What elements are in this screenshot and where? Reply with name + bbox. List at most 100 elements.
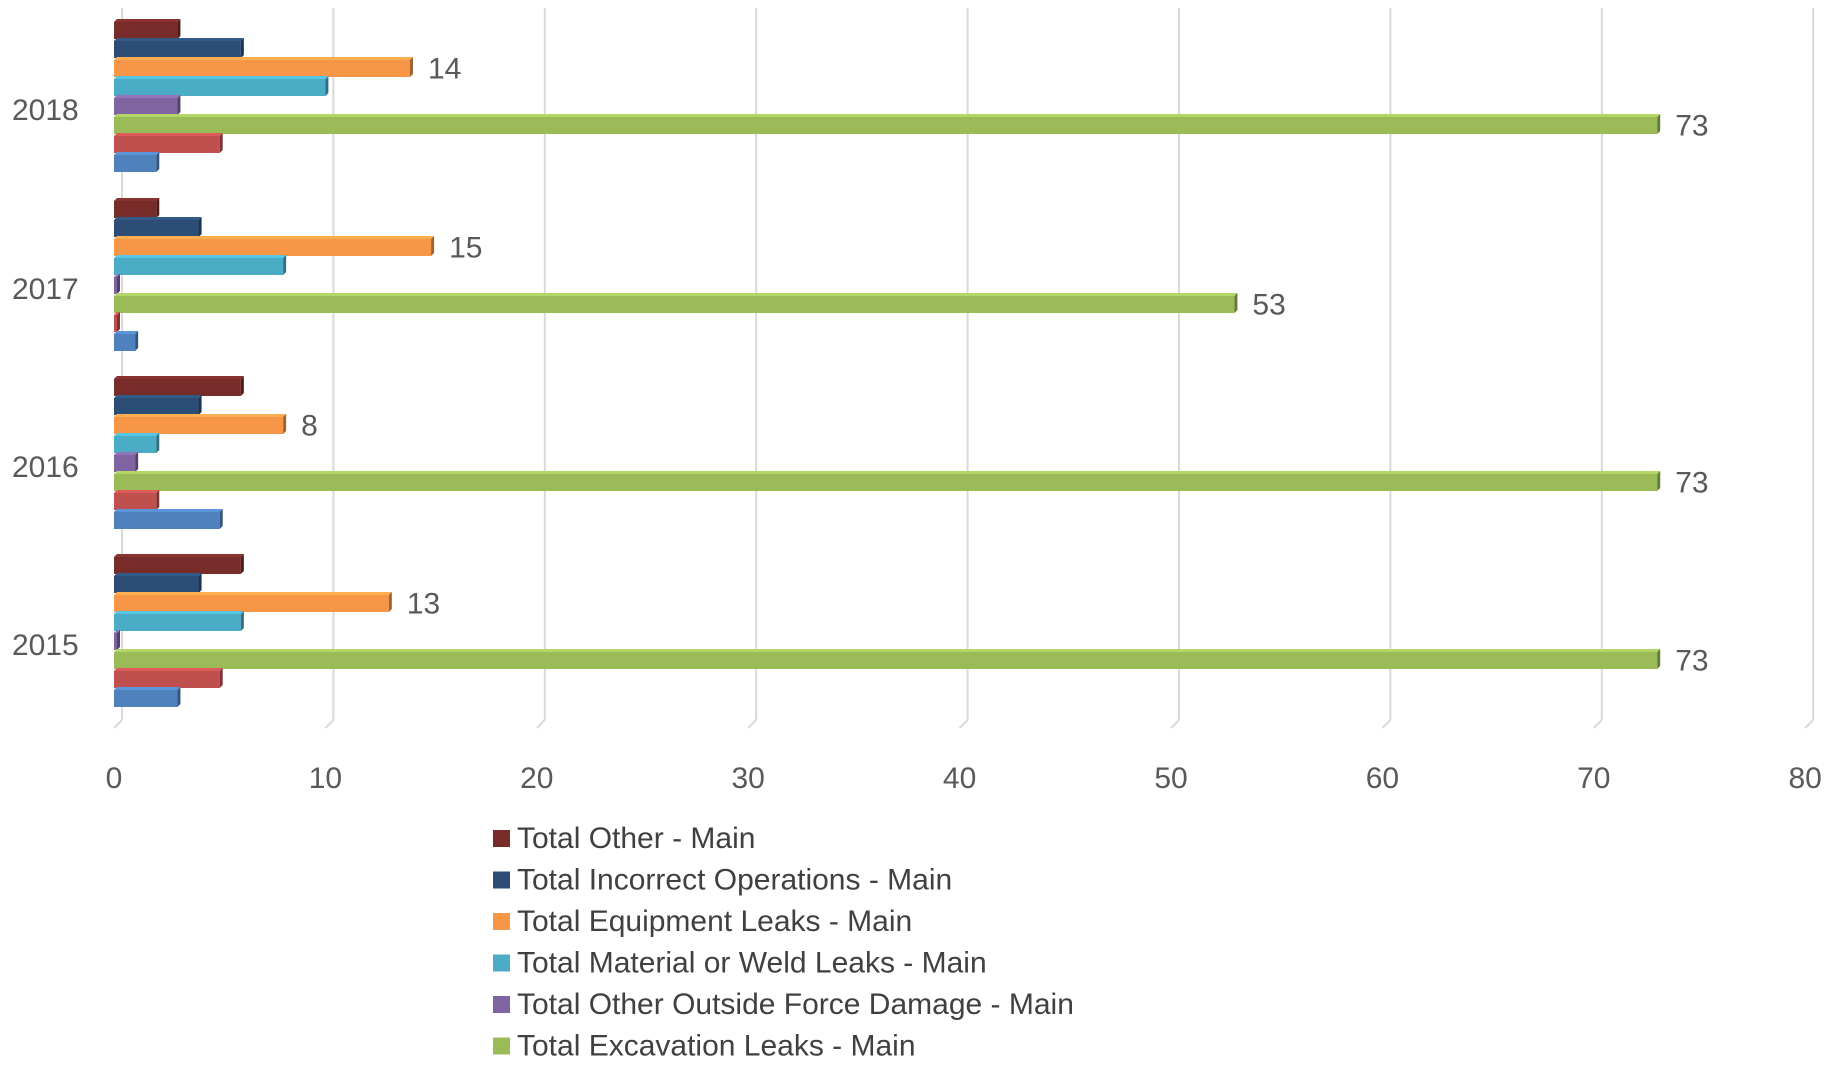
- bar-top: [114, 573, 202, 576]
- gridline-floor: [958, 719, 969, 729]
- data-label: 13: [407, 588, 440, 621]
- data-label: 53: [1252, 289, 1285, 322]
- bar-front: [114, 79, 326, 96]
- bar-end: [117, 312, 120, 332]
- bar: [114, 57, 413, 77]
- gridline-floor: [1381, 719, 1392, 729]
- x-tick-label: 50: [1154, 762, 1187, 795]
- legend-swatch: [493, 871, 510, 889]
- data-label: 15: [449, 232, 482, 265]
- bar-end: [117, 274, 120, 294]
- bar: [114, 611, 244, 631]
- bar: [114, 490, 160, 510]
- bar-end: [219, 133, 223, 153]
- bar-front: [114, 379, 241, 396]
- legend-item: Total Other Outside Force Damage - Main: [493, 988, 1074, 1021]
- bar-end: [240, 376, 244, 396]
- bar-end: [388, 592, 392, 612]
- bar-front: [114, 41, 241, 58]
- bar-end: [156, 152, 160, 172]
- bar-front: [114, 334, 136, 351]
- gridline-floor: [747, 719, 757, 729]
- bar-front: [114, 557, 241, 574]
- bar-end: [1657, 471, 1661, 491]
- bar-top: [114, 217, 202, 220]
- bar-end: [240, 554, 244, 574]
- bar-top: [114, 592, 392, 595]
- data-label: 73: [1675, 645, 1708, 678]
- bar: [114, 573, 202, 593]
- bar-end: [219, 509, 223, 529]
- bar-end: [198, 573, 202, 593]
- legend-swatch: [493, 1037, 510, 1055]
- bar-top: [114, 198, 160, 201]
- bar-top: [114, 630, 120, 633]
- bar-front: [114, 576, 199, 593]
- bar-end: [431, 236, 435, 256]
- bar: [114, 274, 120, 294]
- bar-top: [114, 490, 160, 493]
- bar-front: [114, 671, 220, 688]
- bar-front: [114, 493, 157, 510]
- bar-end: [156, 433, 160, 453]
- legend-item: Total Incorrect Operations - Main: [493, 864, 952, 897]
- bar: [114, 198, 160, 218]
- data-label: 14: [428, 53, 461, 86]
- bar-front: [114, 239, 432, 256]
- x-axis-ticks: 0 10 20 30 40 50 60 70 80: [106, 762, 1822, 795]
- legend-label: Total Other Outside Force Damage - Main: [517, 988, 1074, 1021]
- gridline-floor: [536, 719, 546, 729]
- bar-front: [114, 117, 1658, 134]
- bar-front: [114, 60, 410, 77]
- gridline-floor: [113, 719, 123, 729]
- bar-front: [114, 22, 178, 39]
- bar-top: [114, 293, 1238, 296]
- bar-end: [198, 395, 202, 415]
- bar: [114, 414, 287, 434]
- gridline-floor: [324, 719, 335, 729]
- data-label: 73: [1675, 467, 1708, 500]
- legend-swatch: [493, 954, 510, 972]
- bar-front: [114, 98, 178, 115]
- bar: [114, 687, 181, 707]
- bar-front: [114, 296, 1235, 313]
- bar-top: [114, 76, 329, 79]
- bar-front: [114, 398, 199, 415]
- bar-top: [114, 611, 244, 614]
- bar-front: [114, 474, 1658, 491]
- bar: [114, 592, 392, 612]
- bar-top: [114, 274, 120, 277]
- bar-end: [135, 331, 139, 351]
- bar: [114, 217, 202, 237]
- bar-top: [114, 57, 413, 60]
- bar-front: [114, 690, 178, 707]
- bar-top: [114, 554, 244, 557]
- bar-end: [325, 76, 329, 96]
- bar-end: [283, 414, 287, 434]
- bar: [114, 433, 160, 453]
- bar: [114, 114, 1661, 134]
- bar: [114, 395, 202, 415]
- bar: [114, 668, 223, 688]
- legend-item: Total Equipment Leaks - Main: [493, 905, 912, 938]
- bar: [114, 452, 139, 472]
- bar-front: [114, 277, 117, 294]
- bar-front: [114, 436, 157, 453]
- bar: [114, 38, 244, 58]
- legend-label: Total Equipment Leaks - Main: [517, 905, 912, 938]
- bar-end: [177, 19, 181, 39]
- bar-end: [177, 95, 181, 115]
- bar-end: [156, 198, 160, 218]
- bar: [114, 554, 244, 574]
- bar: [114, 331, 139, 351]
- bar-front: [114, 512, 220, 529]
- data-label: 73: [1675, 110, 1708, 143]
- legend-swatch: [493, 830, 510, 847]
- bar: [114, 312, 120, 332]
- bar: [114, 509, 223, 529]
- bar-top: [114, 312, 120, 315]
- bar: [114, 236, 435, 256]
- bar-top: [114, 376, 244, 379]
- x-tick-label: 60: [1366, 762, 1399, 795]
